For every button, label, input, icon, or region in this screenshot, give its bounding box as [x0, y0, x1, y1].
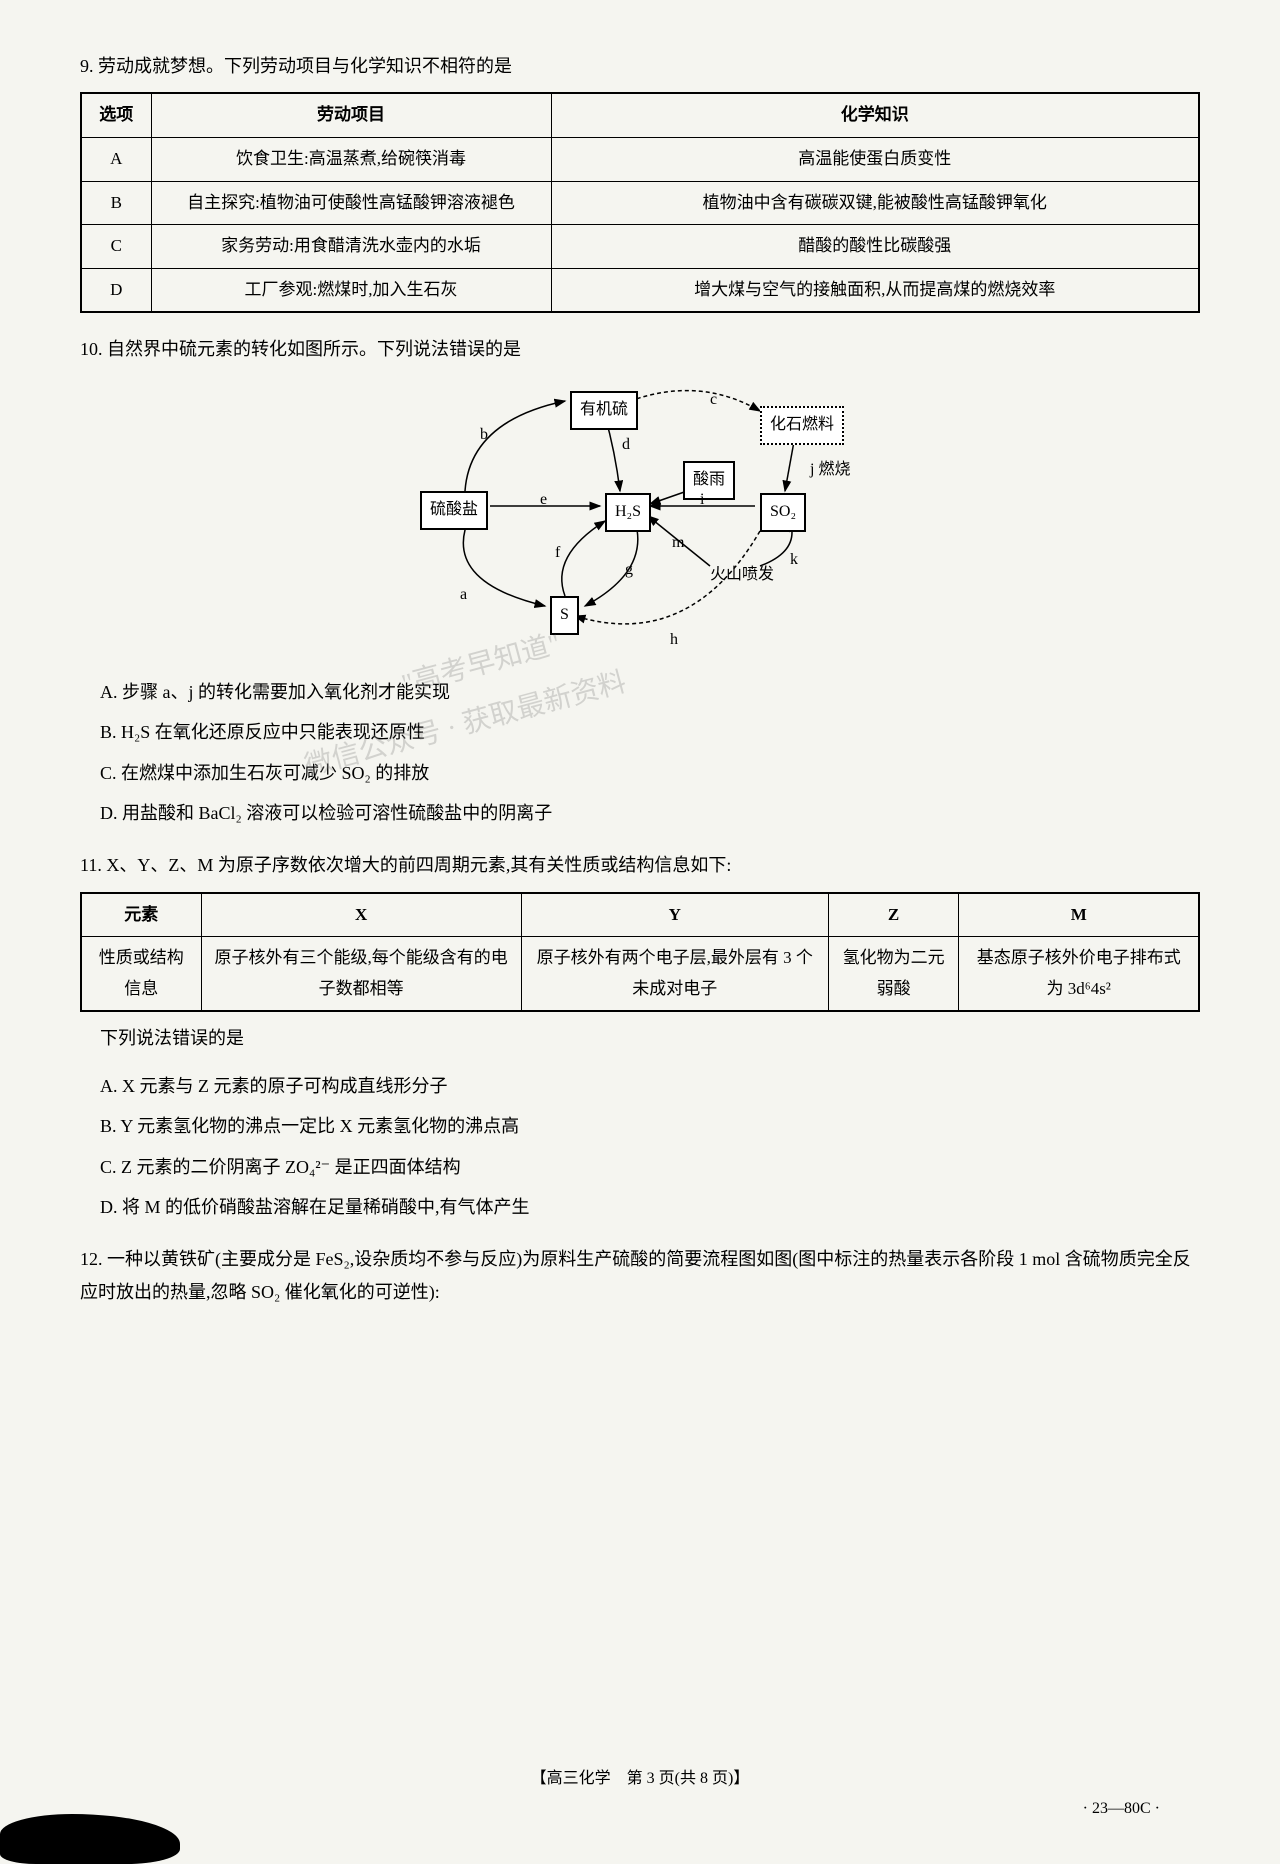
- edge-j: j 燃烧: [810, 456, 850, 485]
- q11-text: X、Y、Z、M 为原子序数依次增大的前四周期元素,其有关性质或结构信息如下:: [106, 855, 731, 875]
- table-row: B 自主探究:植物油可使酸性高锰酸钾溶液褪色 植物油中含有碳碳双键,能被酸性高锰…: [81, 181, 1199, 225]
- option-a: A. X 元素与 Z 元素的原子可构成直线形分子: [100, 1070, 1200, 1102]
- edge-f: f: [555, 539, 560, 568]
- cell-x: 原子核外有三个能级,每个能级含有的电子数都相等: [201, 937, 521, 1012]
- cell-m: 基态原子核外价电子排布式为 3d⁶4s²: [959, 937, 1199, 1012]
- question-10: 10. 自然界中硫元素的转化如图所示。下列说法错误的是 有机硫: [80, 333, 1200, 829]
- cell: 工厂参观:燃煤时,加入生石灰: [151, 268, 551, 312]
- cell: C: [81, 225, 151, 269]
- q11-subtext: 下列说法错误的是: [100, 1022, 1200, 1054]
- q11-table: 元素 X Y Z M 性质或结构信息 原子核外有三个能级,每个能级含有的电子数都…: [80, 892, 1200, 1013]
- edge-g: g: [625, 556, 633, 585]
- node-organic-sulfur: 有机硫: [570, 391, 638, 430]
- edge-d: d: [622, 431, 630, 460]
- edge-a: a: [460, 581, 467, 610]
- q9-table: 选项 劳动项目 化学知识 A 饮食卫生:高温蒸煮,给碗筷消毒 高温能使蛋白质变性…: [80, 92, 1200, 313]
- q12-text: 一种以黄铁矿(主要成分是 FeS₂,设杂质均不参与反应)为原料生产硫酸的简要流程…: [80, 1249, 1191, 1301]
- cell: 自主探究:植物油可使酸性高锰酸钾溶液褪色: [151, 181, 551, 225]
- cell: 饮食卫生:高温蒸煮,给碗筷消毒: [151, 137, 551, 181]
- cell: 植物油中含有碳碳双键,能被酸性高锰酸钾氧化: [551, 181, 1199, 225]
- cell: 高温能使蛋白质变性: [551, 137, 1199, 181]
- table-header-row: 元素 X Y Z M: [81, 893, 1199, 937]
- option-b: B. Y 元素氢化物的沸点一定比 X 元素氢化物的沸点高: [100, 1110, 1200, 1142]
- question-11: 11. X、Y、Z、M 为原子序数依次增大的前四周期元素,其有关性质或结构信息如…: [80, 849, 1200, 1223]
- option-c: C. Z 元素的二价阴离子 ZO₄²⁻ 是正四面体结构: [100, 1151, 1200, 1183]
- question-12: 12. 一种以黄铁矿(主要成分是 FeS₂,设杂质均不参与反应)为原料生产硫酸的…: [80, 1243, 1200, 1308]
- th-x: X: [201, 893, 521, 937]
- th-labor: 劳动项目: [151, 93, 551, 137]
- th-option: 选项: [81, 93, 151, 137]
- node-volcano: 火山喷发: [710, 561, 774, 590]
- th-chem: 化学知识: [551, 93, 1199, 137]
- scan-artifact: [0, 1814, 180, 1864]
- th-element: 元素: [81, 893, 201, 937]
- q11-number: 11.: [80, 855, 102, 875]
- node-fossil-fuel: 化石燃料: [760, 406, 844, 445]
- option-b: B. H₂S 在氧化还原反应中只能表现还原性: [100, 716, 1200, 748]
- node-sulfate: 硫酸盐: [420, 491, 488, 530]
- page-footer: 【高三化学 第 3 页(共 8 页)】: [0, 1765, 1280, 1794]
- q10-number: 10.: [80, 339, 103, 359]
- q10-text: 自然界中硫元素的转化如图所示。下列说法错误的是: [107, 339, 521, 359]
- cell-y: 原子核外有两个电子层,最外层有 3 个未成对电子: [521, 937, 828, 1012]
- table-row: D 工厂参观:燃煤时,加入生石灰 增大煤与空气的接触面积,从而提高煤的燃烧效率: [81, 268, 1199, 312]
- edge-h: h: [670, 626, 678, 655]
- q9-text: 劳动成就梦想。下列劳动项目与化学知识不相符的是: [98, 56, 512, 76]
- sulfur-cycle-diagram: 有机硫 化石燃料 酸雨 硫酸盐 H₂S SO₂ S 火山喷发 a b c d e…: [390, 381, 890, 661]
- q9-number: 9.: [80, 56, 94, 76]
- node-s: S: [550, 596, 579, 635]
- cell: A: [81, 137, 151, 181]
- page-code: · 23—80C ·: [1083, 1795, 1160, 1824]
- q10-options: A. 步骤 a、j 的转化需要加入氧化剂才能实现 B. H₂S 在氧化还原反应中…: [100, 676, 1200, 830]
- cell: D: [81, 268, 151, 312]
- edge-m: m: [672, 529, 684, 558]
- edge-k: k: [790, 546, 798, 575]
- node-h2s: H₂S: [605, 493, 651, 532]
- th-m: M: [959, 893, 1199, 937]
- option-d: D. 将 M 的低价硝酸盐溶解在足量稀硝酸中,有气体产生: [100, 1191, 1200, 1223]
- edge-e: e: [540, 486, 547, 515]
- edge-i: i: [700, 486, 704, 515]
- row-label: 性质或结构信息: [81, 937, 201, 1012]
- edge-c: c: [710, 386, 717, 415]
- edge-b: b: [480, 421, 488, 450]
- node-so2: SO₂: [760, 493, 806, 532]
- cell: 醋酸的酸性比碳酸强: [551, 225, 1199, 269]
- option-a: A. 步骤 a、j 的转化需要加入氧化剂才能实现: [100, 676, 1200, 708]
- cell: 增大煤与空气的接触面积,从而提高煤的燃烧效率: [551, 268, 1199, 312]
- question-9: 9. 劳动成就梦想。下列劳动项目与化学知识不相符的是 选项 劳动项目 化学知识 …: [80, 50, 1200, 313]
- q11-options: A. X 元素与 Z 元素的原子可构成直线形分子 B. Y 元素氢化物的沸点一定…: [100, 1070, 1200, 1224]
- table-row: A 饮食卫生:高温蒸煮,给碗筷消毒 高温能使蛋白质变性: [81, 137, 1199, 181]
- th-y: Y: [521, 893, 828, 937]
- table-row: C 家务劳动:用食醋清洗水壶内的水垢 醋酸的酸性比碳酸强: [81, 225, 1199, 269]
- option-d: D. 用盐酸和 BaCl₂ 溶液可以检验可溶性硫酸盐中的阴离子: [100, 797, 1200, 829]
- option-c: C. 在燃煤中添加生石灰可减少 SO₂ 的排放: [100, 757, 1200, 789]
- th-z: Z: [828, 893, 959, 937]
- cell-z: 氢化物为二元弱酸: [828, 937, 959, 1012]
- table-row: 性质或结构信息 原子核外有三个能级,每个能级含有的电子数都相等 原子核外有两个电…: [81, 937, 1199, 1012]
- q12-number: 12.: [80, 1249, 103, 1269]
- cell: B: [81, 181, 151, 225]
- node-acid-rain: 酸雨: [683, 461, 735, 500]
- cell: 家务劳动:用食醋清洗水壶内的水垢: [151, 225, 551, 269]
- table-header-row: 选项 劳动项目 化学知识: [81, 93, 1199, 137]
